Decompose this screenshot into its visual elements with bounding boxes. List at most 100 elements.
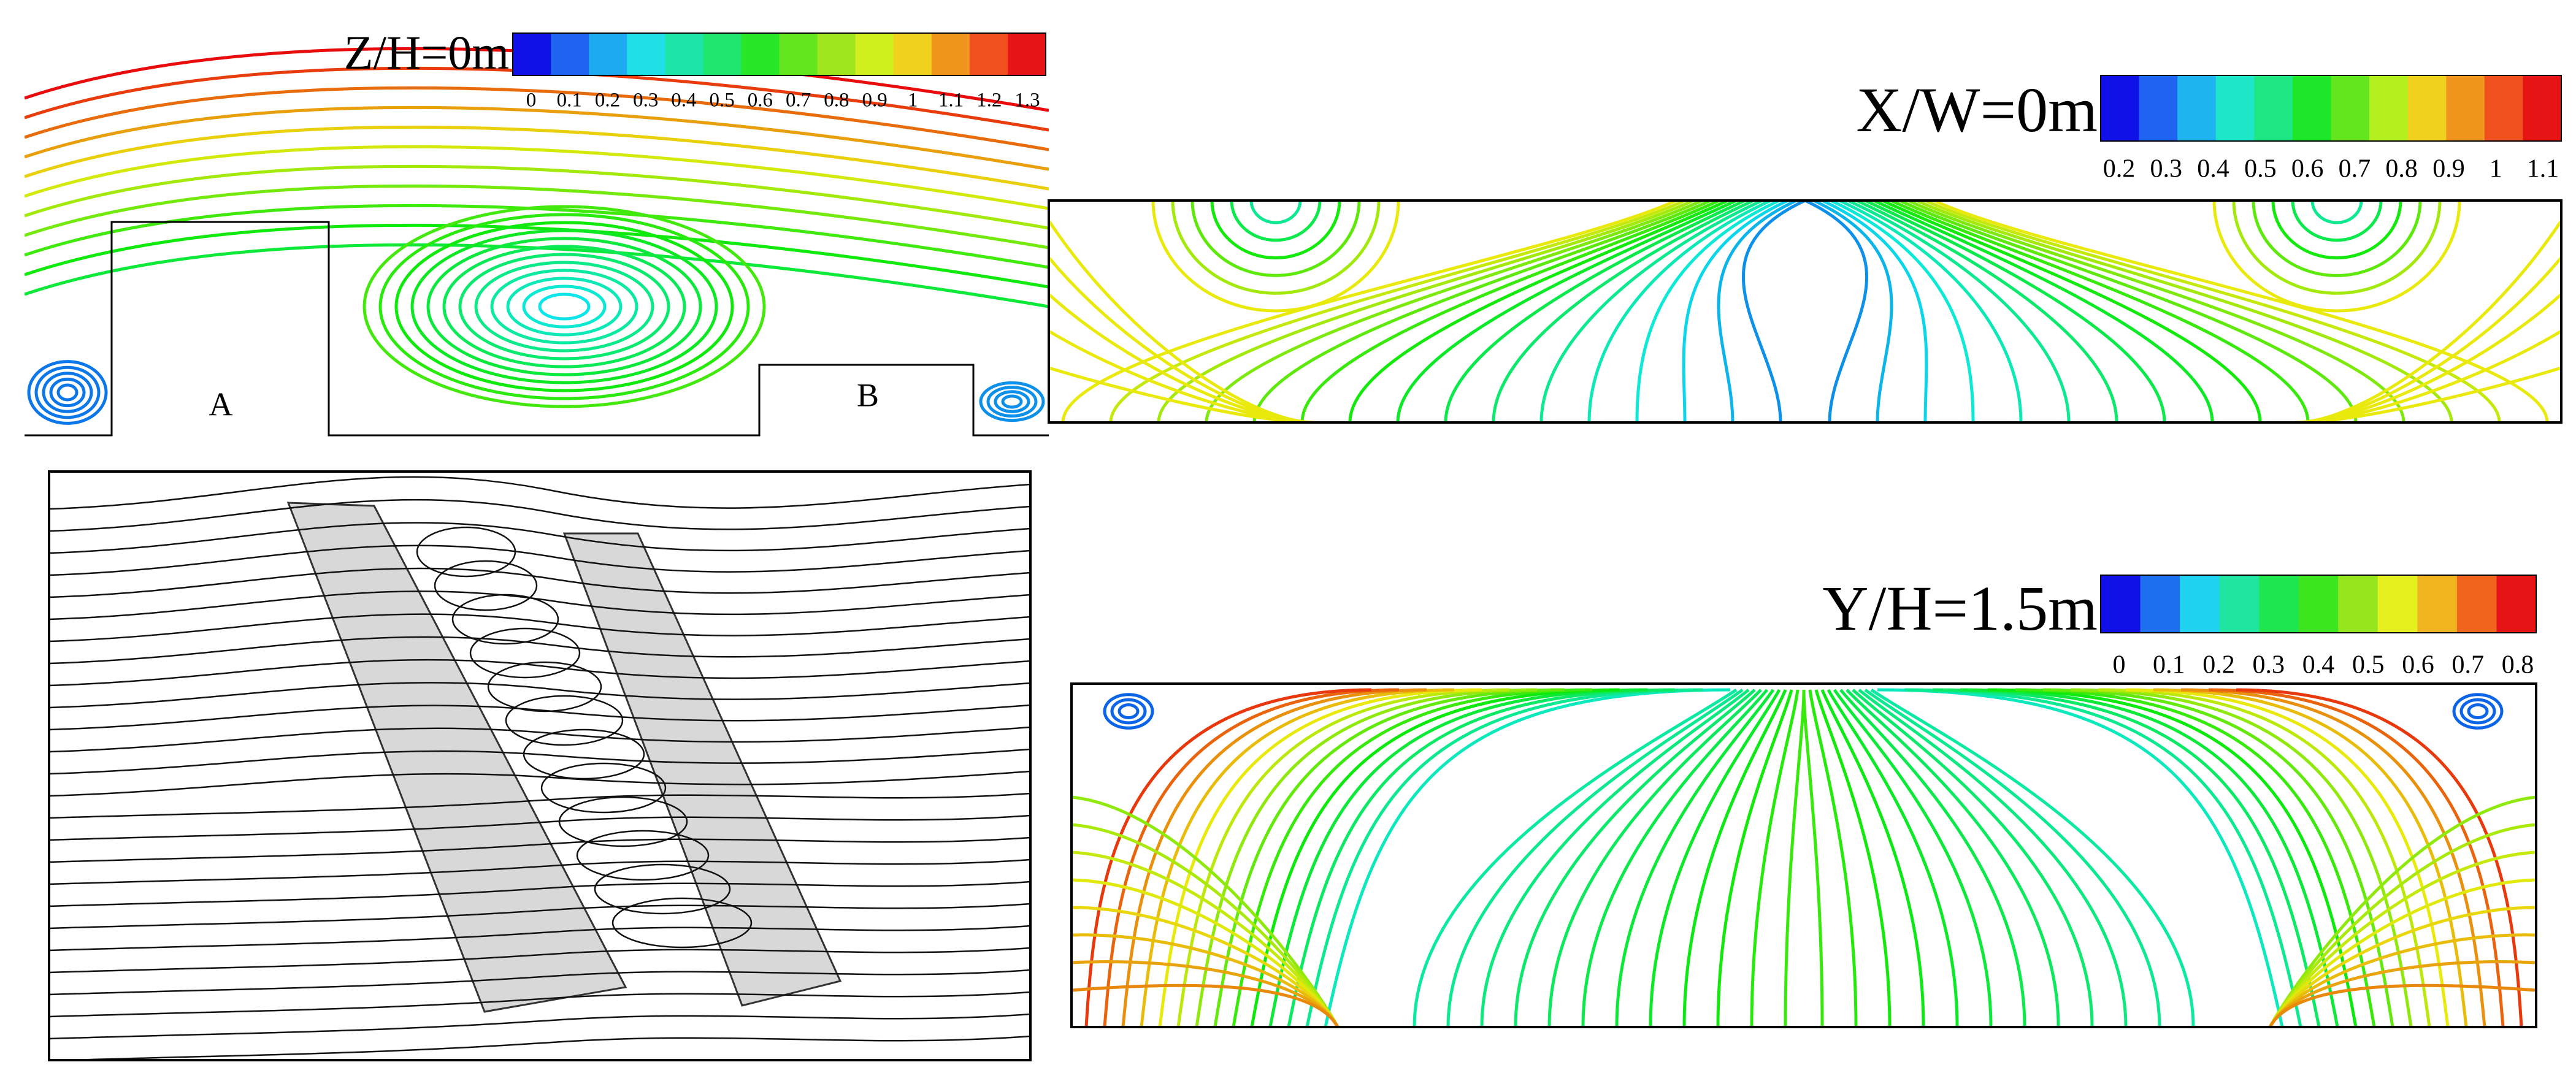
streamline — [34, 365, 101, 419]
streamline — [1858, 689, 2128, 1027]
streamline — [1446, 688, 1744, 1027]
streamline — [1444, 201, 1746, 422]
panel-3d-frame — [48, 470, 1032, 1061]
streamline — [1898, 201, 2358, 422]
colorbar-tick-label: 0.5 — [710, 90, 735, 112]
colorbar-segment — [2484, 75, 2523, 141]
buildings-outline — [25, 221, 1049, 437]
colorbar-frame — [2100, 75, 2562, 142]
streamline — [1846, 689, 2060, 1027]
colorbar-tick-label: 1.3 — [1014, 90, 1040, 112]
streamline — [1413, 688, 1738, 1027]
streamline — [49, 659, 1030, 687]
streamline — [49, 880, 1030, 907]
vortex-loop — [611, 897, 753, 949]
streamline — [25, 86, 1049, 151]
streamline — [1110, 698, 1147, 725]
streamline — [1109, 201, 1686, 422]
streamline — [1071, 850, 1340, 1027]
streamline — [1881, 201, 2262, 422]
streamline — [1103, 693, 1154, 730]
streamline — [2310, 201, 2363, 224]
colorbar-frame — [512, 32, 1046, 76]
streamline — [49, 377, 86, 408]
streamline — [49, 925, 1030, 952]
streamline — [1071, 984, 1340, 1027]
streamline — [1324, 688, 1731, 1027]
streamline — [1103, 688, 1400, 1027]
streamline — [1157, 201, 1695, 422]
streamline — [49, 792, 1030, 819]
streamline — [1741, 201, 1806, 422]
streamline — [1915, 201, 2453, 422]
streamline — [49, 836, 1030, 863]
colorbar-tick-label: 0.4 — [2302, 651, 2335, 679]
streamline — [2268, 984, 2536, 1027]
streamline — [49, 969, 1030, 996]
streamline — [2180, 688, 2486, 1027]
block — [286, 502, 627, 1013]
colorbar-segment — [2377, 575, 2418, 633]
streamline — [25, 243, 1049, 308]
streamline — [25, 223, 1049, 289]
vortex-loop — [540, 762, 667, 814]
colorbar-segment — [1007, 33, 1046, 75]
streamline — [2153, 688, 2468, 1027]
colorbar-tick-label: 1 — [908, 90, 918, 112]
vortex-loop — [594, 863, 731, 915]
streamline — [49, 567, 1030, 598]
streamline — [1210, 201, 1341, 260]
streamline — [25, 105, 1049, 171]
streamline — [474, 261, 654, 353]
colorbar-segment — [665, 33, 703, 75]
streamline — [1784, 689, 1806, 1027]
streamline — [2295, 329, 2561, 422]
colorbar-segment — [969, 33, 1008, 75]
colorbar-segment — [513, 33, 551, 75]
colorbar-segment — [2292, 75, 2331, 141]
streamline — [2232, 201, 2442, 295]
colorbar-segment — [779, 33, 818, 75]
colorbar-tick-label: 0.6 — [2291, 155, 2324, 183]
colorbar-segment — [2139, 75, 2178, 141]
streamline — [1252, 201, 1712, 422]
streamline — [1084, 688, 1372, 1027]
streamline — [1802, 689, 1824, 1027]
streamline — [49, 991, 1030, 1018]
colorbar-segment — [741, 33, 780, 75]
colorbar-segment — [2331, 75, 2370, 141]
colorbar-tick-label: 1 — [2490, 155, 2502, 183]
building-label: B — [857, 376, 879, 413]
streamline — [1750, 689, 1800, 1027]
colorbar-segment — [2177, 75, 2217, 141]
streamline — [1195, 688, 1538, 1027]
panel-title: X/W=0m — [1856, 75, 2098, 145]
colorbar-tick-label: 0.8 — [2385, 155, 2418, 183]
block — [562, 532, 842, 1007]
colorbar-segment — [2101, 575, 2141, 633]
streamline — [25, 145, 1049, 210]
streamline — [1870, 688, 2195, 1027]
streamline — [1864, 201, 2166, 422]
streamline — [1492, 201, 1755, 422]
streamline — [49, 544, 1030, 576]
streamline — [25, 164, 1049, 230]
vortex-loop — [576, 830, 710, 881]
colorbar-segment — [2215, 75, 2255, 141]
colorbar-segment — [2219, 575, 2260, 633]
streamline — [49, 590, 1030, 621]
streamline — [979, 381, 1045, 422]
streamline — [1838, 201, 2023, 422]
streamline — [1682, 689, 1787, 1027]
colorbar-segment — [855, 33, 894, 75]
streamline — [1804, 201, 1869, 422]
streamline — [1049, 366, 1315, 422]
streamline — [426, 237, 702, 376]
streamline — [1873, 201, 2214, 422]
streamline — [1852, 689, 2094, 1027]
colorbar-segment — [931, 33, 970, 75]
building-label: A — [209, 386, 233, 422]
colorbar-tick-label: 1.1 — [2527, 155, 2559, 183]
streamline — [1176, 688, 1510, 1027]
streamline — [1061, 201, 1677, 422]
